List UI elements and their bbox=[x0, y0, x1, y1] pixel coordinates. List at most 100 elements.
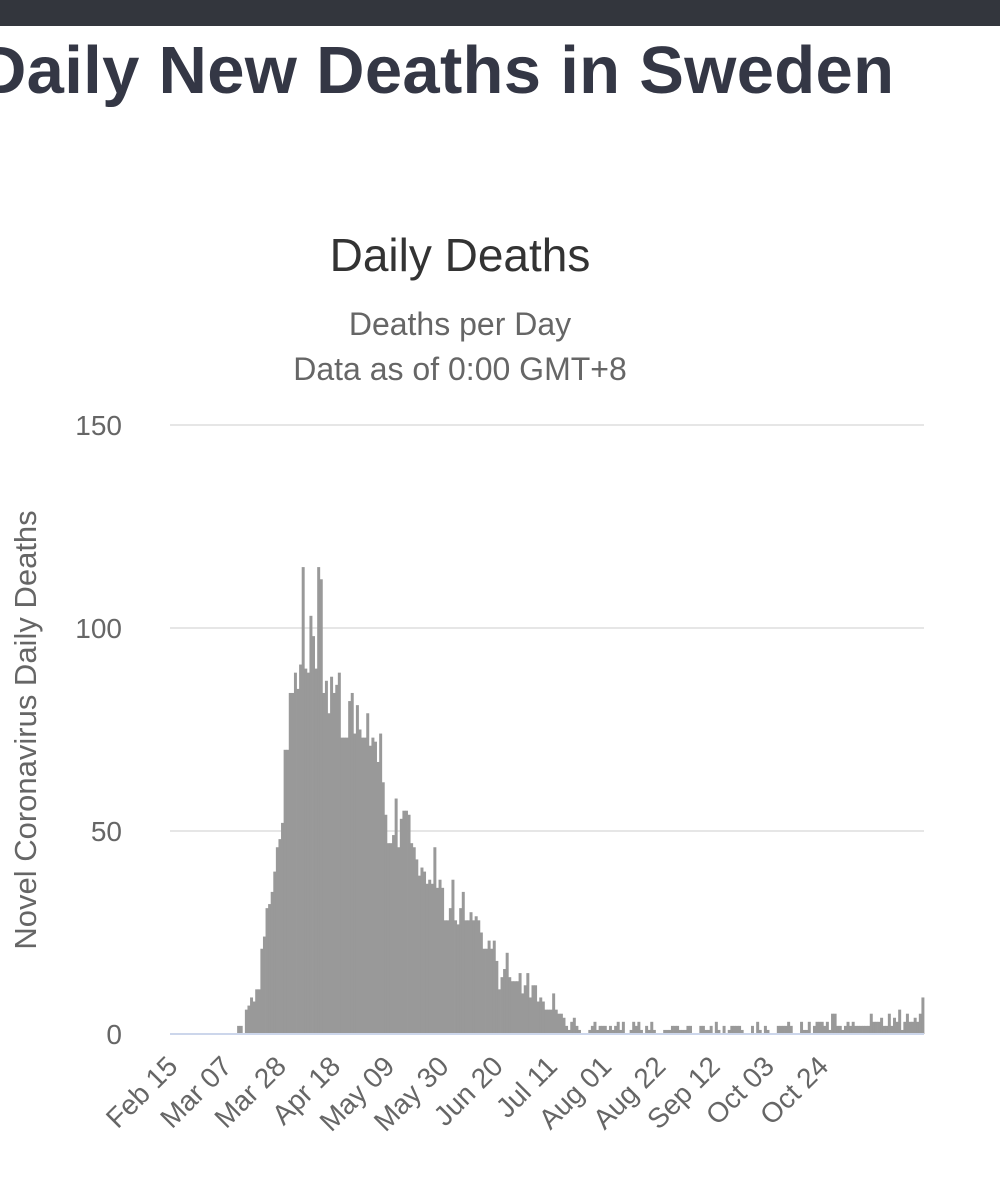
bar bbox=[304, 668, 308, 1034]
bar bbox=[544, 1009, 548, 1034]
bar bbox=[281, 822, 285, 1034]
bar bbox=[549, 1009, 553, 1034]
bar bbox=[397, 847, 401, 1034]
bar bbox=[846, 1021, 850, 1034]
bar bbox=[430, 883, 434, 1034]
bar bbox=[485, 948, 489, 1034]
bar bbox=[508, 977, 512, 1034]
bar bbox=[701, 1025, 705, 1034]
chart-subtitle: Deaths per Day bbox=[348, 306, 572, 342]
bar bbox=[570, 1021, 574, 1034]
bar bbox=[683, 1029, 687, 1034]
bar bbox=[616, 1021, 620, 1034]
bar bbox=[293, 672, 297, 1034]
bar bbox=[750, 1025, 754, 1034]
bar bbox=[495, 960, 499, 1034]
bar bbox=[435, 887, 439, 1034]
bar bbox=[603, 1025, 607, 1034]
bar bbox=[727, 1029, 731, 1034]
bar bbox=[464, 920, 468, 1034]
bar bbox=[394, 798, 398, 1034]
bar bbox=[552, 993, 556, 1034]
bar bbox=[309, 615, 313, 1034]
bar bbox=[547, 1009, 550, 1034]
bar bbox=[869, 1013, 873, 1034]
bar bbox=[812, 1025, 816, 1034]
bar bbox=[441, 887, 445, 1034]
bar bbox=[472, 920, 476, 1034]
bar bbox=[787, 1021, 791, 1034]
bar bbox=[477, 920, 481, 1034]
y-tick-labels: 0 50 100 150 bbox=[75, 410, 122, 1050]
bar bbox=[681, 1029, 685, 1034]
bar bbox=[820, 1021, 824, 1034]
bar bbox=[317, 567, 321, 1034]
bar bbox=[629, 1029, 633, 1034]
bar bbox=[500, 977, 504, 1034]
bar bbox=[823, 1025, 827, 1034]
bar bbox=[459, 908, 463, 1034]
bar bbox=[319, 579, 323, 1034]
bar bbox=[802, 1029, 806, 1034]
bar bbox=[244, 1009, 248, 1034]
bar bbox=[513, 981, 517, 1034]
bar bbox=[913, 1017, 917, 1034]
bar bbox=[611, 1029, 615, 1034]
bar bbox=[335, 684, 339, 1034]
bar bbox=[763, 1025, 767, 1034]
bar bbox=[306, 672, 310, 1034]
bar bbox=[399, 818, 403, 1034]
bar bbox=[735, 1025, 739, 1034]
bar bbox=[412, 847, 416, 1034]
bar bbox=[621, 1021, 625, 1034]
bar bbox=[776, 1025, 780, 1034]
bar bbox=[890, 1025, 894, 1034]
bar bbox=[415, 859, 419, 1034]
bar bbox=[446, 920, 450, 1034]
bar bbox=[704, 1029, 708, 1034]
bar bbox=[921, 997, 925, 1034]
bar bbox=[567, 1029, 571, 1034]
bar bbox=[831, 1013, 835, 1034]
bar bbox=[314, 668, 318, 1034]
bar bbox=[619, 1029, 623, 1034]
bar bbox=[492, 940, 496, 1034]
bar bbox=[410, 843, 414, 1034]
bar bbox=[260, 948, 264, 1034]
bar bbox=[366, 713, 370, 1034]
bar bbox=[807, 1021, 811, 1034]
bar bbox=[291, 692, 295, 1034]
y-tick-label: 100 bbox=[75, 613, 122, 644]
bar bbox=[268, 904, 272, 1034]
bar bbox=[614, 1025, 618, 1034]
bar bbox=[265, 908, 269, 1034]
bar bbox=[789, 1025, 793, 1034]
bar bbox=[312, 636, 316, 1034]
bar bbox=[758, 1029, 762, 1034]
bar bbox=[275, 847, 279, 1034]
bar bbox=[714, 1021, 718, 1034]
bar bbox=[689, 1025, 693, 1034]
bar bbox=[911, 1021, 915, 1034]
bar bbox=[353, 733, 357, 1034]
bar bbox=[634, 1025, 638, 1034]
bar bbox=[278, 839, 282, 1034]
bar bbox=[521, 993, 525, 1034]
bar bbox=[668, 1029, 672, 1034]
bar bbox=[257, 989, 261, 1034]
bar bbox=[497, 989, 501, 1034]
bar bbox=[262, 936, 266, 1034]
bar bbox=[828, 1029, 832, 1034]
bar bbox=[652, 1029, 656, 1034]
bar bbox=[247, 1005, 251, 1034]
bar bbox=[361, 737, 365, 1034]
bar bbox=[299, 664, 303, 1034]
bar bbox=[722, 1025, 726, 1034]
bar bbox=[286, 749, 290, 1034]
bar bbox=[296, 688, 300, 1034]
bar bbox=[443, 920, 447, 1034]
bar bbox=[663, 1029, 667, 1034]
bar bbox=[330, 676, 334, 1034]
bar bbox=[534, 985, 538, 1034]
bar bbox=[686, 1025, 690, 1034]
